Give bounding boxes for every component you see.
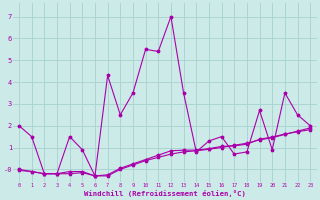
X-axis label: Windchill (Refroidissement éolien,°C): Windchill (Refroidissement éolien,°C) — [84, 190, 245, 197]
